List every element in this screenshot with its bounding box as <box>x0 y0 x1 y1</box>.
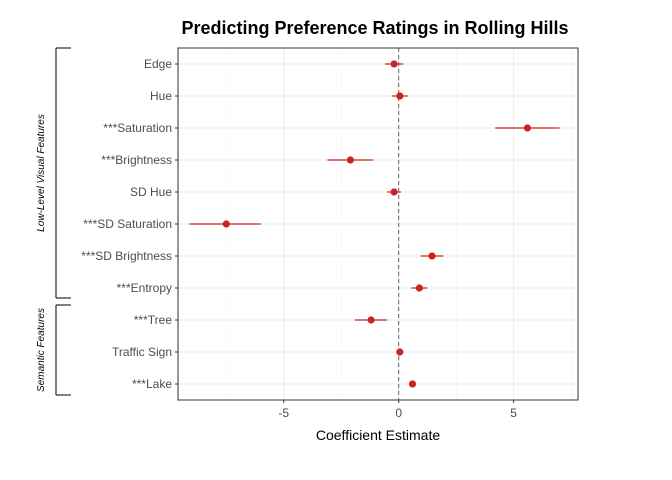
estimate-point <box>367 316 375 324</box>
plot-area: Edge Hue ***Saturation ***Brightness SD Hue *… <box>36 47 579 420</box>
group-label: Semantic Features <box>36 308 47 392</box>
estimate-point <box>415 284 423 292</box>
y-tick-label: ***Brightness <box>101 153 172 167</box>
estimate-point <box>428 252 436 260</box>
y-tick-label: Traffic Sign <box>112 345 172 359</box>
estimate-point <box>408 380 417 388</box>
estimate-point <box>222 220 230 228</box>
estimate-point <box>523 124 532 132</box>
x-tick-label: -5 <box>278 406 289 420</box>
y-tick-label: SD Hue <box>130 185 172 199</box>
x-axis-label: Coefficient Estimate <box>316 427 440 443</box>
y-tick-label: Edge <box>144 57 172 71</box>
y-tick-label: ***Saturation <box>103 121 172 135</box>
x-tick-label: 0 <box>395 406 402 420</box>
y-tick-label: ***SD Saturation <box>83 217 172 231</box>
chart-title: Predicting Preference Ratings in Rolling… <box>181 18 568 38</box>
y-tick-label: ***SD Brightness <box>81 249 172 263</box>
estimate-point <box>390 188 398 196</box>
x-tick-label: 5 <box>510 406 517 420</box>
y-tick-label: Hue <box>150 89 172 103</box>
y-tick-label: ***Tree <box>134 313 173 327</box>
y-tick-label: ***Lake <box>132 377 172 391</box>
estimate-point <box>390 60 398 68</box>
y-tick-label: ***Entropy <box>117 281 172 295</box>
group-bracket: Low-Level Visual Features <box>36 47 71 299</box>
estimate-point <box>396 92 404 100</box>
group-bracket: Semantic Features <box>36 304 71 396</box>
estimate-point <box>346 156 355 164</box>
estimate-point <box>396 348 404 356</box>
group-label: Low-Level Visual Features <box>36 114 47 232</box>
